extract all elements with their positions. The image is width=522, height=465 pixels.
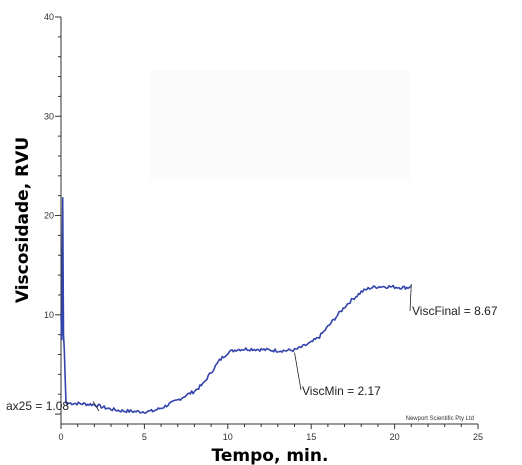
y-ticks: 10 20 30 40 [44, 12, 61, 415]
y-tick-label: 10 [44, 310, 54, 320]
x-axis-title: Tempo, min. [212, 446, 329, 465]
viscosity-series-line [60, 196, 412, 414]
viscfinal-leader [409, 283, 412, 312]
annotations: ax25 = 1.08 ViscMin = 2.17 ViscFinal = 8.6… [6, 283, 498, 413]
y-tick-label: 30 [44, 111, 54, 121]
y-tick-label: 20 [44, 211, 54, 221]
y-tick-label: 40 [44, 12, 54, 22]
y-axis-title: Viscosidade, RVU [13, 137, 33, 303]
credit-text: Newport Scientific Pty Ltd [406, 416, 474, 422]
viscmin-leader [294, 352, 302, 391]
x-tick-label: 25 [473, 432, 483, 442]
viscmin-annotation: ViscMin = 2.17 [302, 384, 381, 398]
ax25-annotation: ax25 = 1.08 [6, 399, 69, 413]
x-tick-label: 10 [223, 432, 233, 442]
plot-overlay-box [150, 70, 410, 180]
x-tick-label: 0 [58, 432, 63, 442]
viscfinal-annotation: ViscFinal = 8.67 [412, 304, 498, 318]
x-tick-label: 15 [306, 432, 316, 442]
x-ticks: 0 5 10 15 20 25 [58, 424, 483, 442]
ax25-leader [92, 401, 100, 412]
x-tick-label: 5 [142, 432, 147, 442]
x-tick-label: 20 [390, 432, 400, 442]
